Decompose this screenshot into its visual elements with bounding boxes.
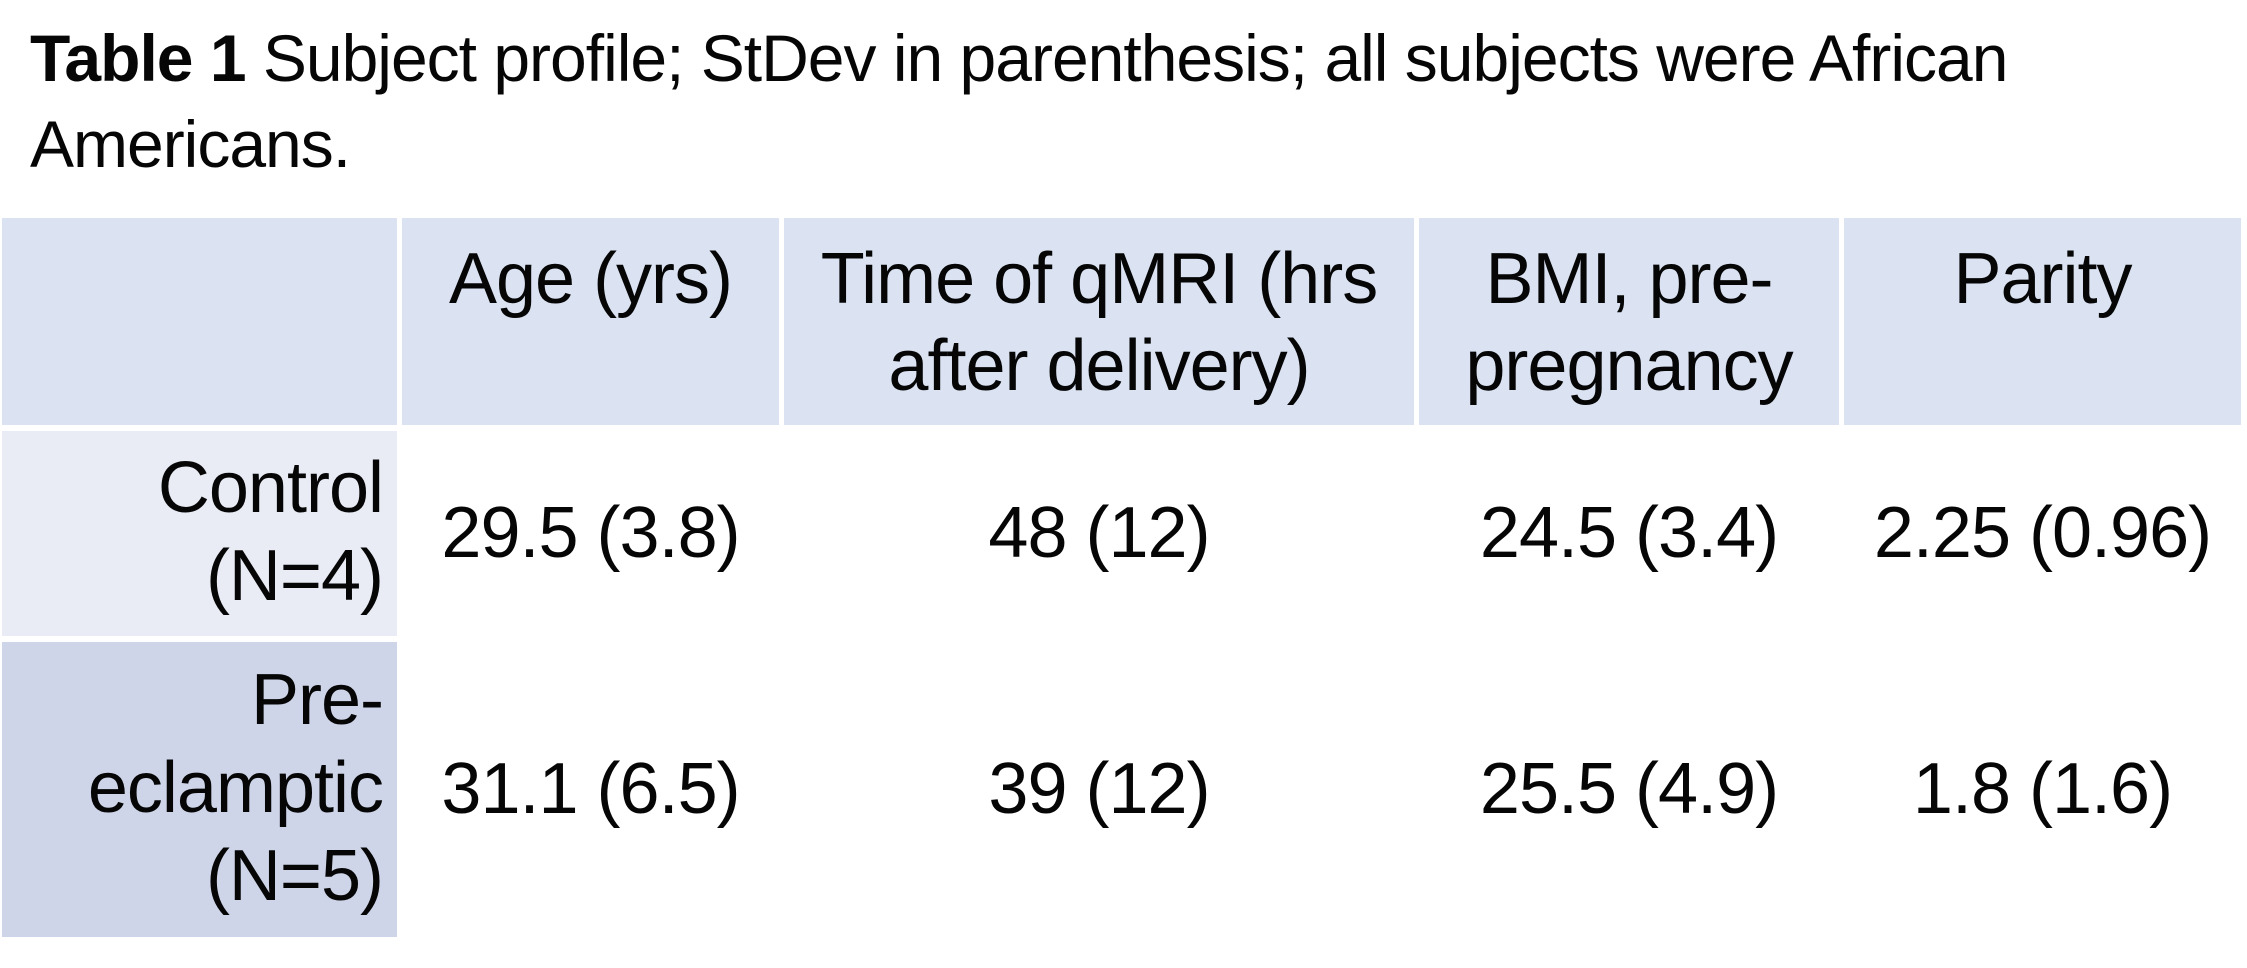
table-caption-number: Table 1	[30, 21, 247, 95]
row-label-preeclamptic: Pre-eclamptic (N=5)	[2, 641, 397, 937]
header-cell-age: Age (yrs)	[402, 217, 779, 425]
data-cell-preeclamptic-time: 39 (12)	[784, 641, 1414, 937]
data-cell-control-age: 29.5 (3.8)	[402, 430, 779, 636]
data-cell-preeclamptic-age: 31.1 (6.5)	[402, 641, 779, 937]
header-cell-time-of-qmri: Time of qMRI (hrs after delivery)	[784, 217, 1414, 425]
header-cell-empty	[2, 217, 397, 425]
data-cell-preeclamptic-parity: 1.8 (1.6)	[1844, 641, 2241, 937]
paper-table-figure: Table 1 Subject profile; StDev in parent…	[0, 16, 2247, 968]
data-cell-control-parity: 2.25 (0.96)	[1844, 430, 2241, 636]
data-cell-control-time: 48 (12)	[784, 430, 1414, 636]
row-label-control: Control (N=4)	[2, 430, 397, 636]
subject-profile-table: Age (yrs) Time of qMRI (hrs after delive…	[2, 217, 2241, 937]
data-cell-control-bmi: 24.5 (3.4)	[1419, 430, 1839, 636]
header-cell-parity: Parity	[1844, 217, 2241, 425]
header-cell-bmi: BMI, pre-pregnancy	[1419, 217, 1839, 425]
table-caption: Table 1 Subject profile; StDev in parent…	[30, 16, 2217, 188]
data-cell-preeclamptic-bmi: 25.5 (4.9)	[1419, 641, 1839, 937]
table-caption-text: Subject profile; StDev in parenthesis; a…	[30, 21, 2008, 181]
